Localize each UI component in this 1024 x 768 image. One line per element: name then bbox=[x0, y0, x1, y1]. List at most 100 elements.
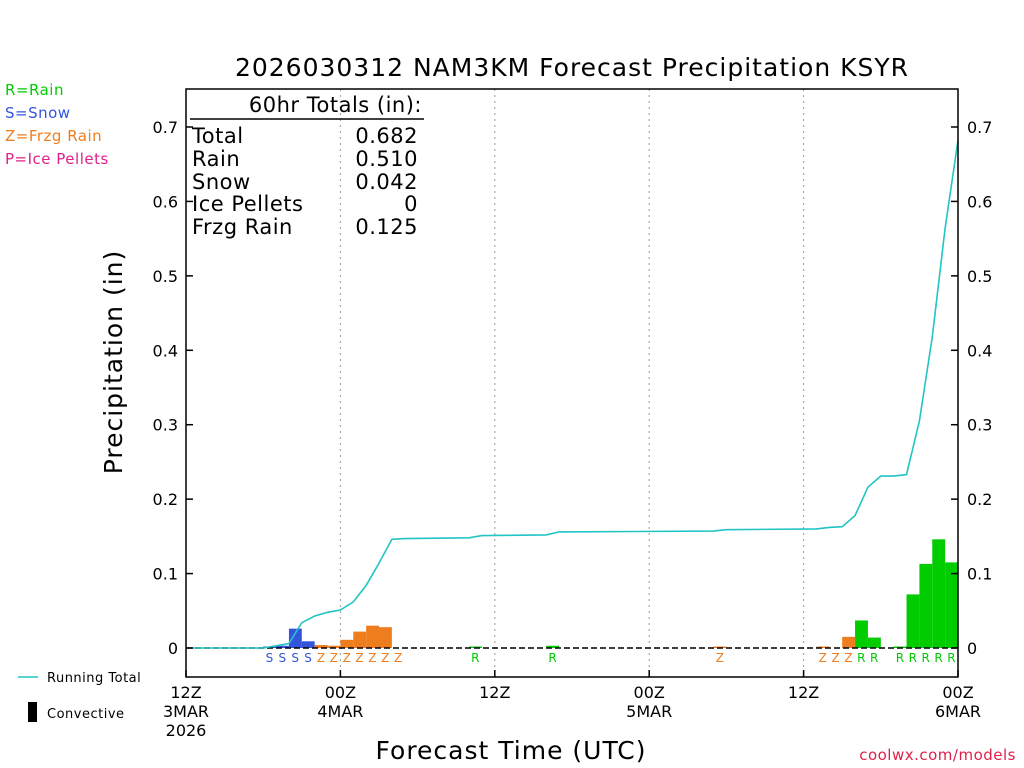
precip-type-label: R bbox=[934, 651, 943, 665]
precip-type-label: Z bbox=[819, 651, 828, 665]
legend-rain: R=Rain bbox=[5, 81, 64, 99]
precip-type-label: Z bbox=[330, 651, 339, 665]
precip-type-label: Z bbox=[394, 651, 403, 665]
x-tick-label: 5MAR bbox=[626, 702, 672, 721]
precip-type-label: S bbox=[304, 651, 312, 665]
precip-type-label: Z bbox=[381, 651, 390, 665]
x-tick-label: 6MAR bbox=[935, 702, 981, 721]
precip-bar bbox=[919, 563, 933, 648]
y-tick-label-left: 0.7 bbox=[153, 118, 178, 137]
convective-legend-label: Convective bbox=[47, 707, 125, 722]
y-tick-label-right: 0.7 bbox=[967, 118, 992, 137]
precip-bar bbox=[301, 641, 315, 648]
x-tick-label: 12Z bbox=[479, 683, 510, 702]
convective-legend-swatch bbox=[28, 702, 37, 722]
precip-type-label: R bbox=[909, 651, 918, 665]
y-tick-label-right: 0.1 bbox=[967, 565, 992, 584]
precip-type-label: S bbox=[291, 651, 299, 665]
grid-lines bbox=[339, 89, 805, 677]
y-axis-label: Precipitation (in) bbox=[99, 250, 128, 475]
totals-snow-value: 0.042 bbox=[355, 170, 418, 194]
precip-type-label: Z bbox=[343, 651, 352, 665]
precip-type-label: R bbox=[548, 651, 557, 665]
precip-type-label: R bbox=[870, 651, 879, 665]
y-tick-label-right: 0 bbox=[967, 639, 977, 658]
totals-rain-value: 0.510 bbox=[355, 147, 418, 171]
y-tick-label-right: 0.2 bbox=[967, 490, 992, 509]
y-tick-label-right: 0.5 bbox=[967, 267, 992, 286]
y-tick-label-left: 0 bbox=[168, 639, 178, 658]
x-tick-label: 12Z bbox=[788, 683, 819, 702]
x-tick-label: 3MAR bbox=[163, 702, 209, 721]
totals-box: 60hr Totals (in): Total 0.682 Rain 0.510… bbox=[190, 93, 424, 239]
totals-frzg-rain-value: 0.125 bbox=[355, 215, 418, 239]
series-legend: Running Total Convective bbox=[18, 671, 141, 722]
precip-bar bbox=[276, 645, 289, 648]
precip-type-label: S bbox=[266, 651, 274, 665]
legend-freezing-rain: Z=Frzg Rain bbox=[5, 127, 103, 145]
source-credit: coolwx.com/models bbox=[859, 746, 1016, 764]
running-total-legend-label: Running Total bbox=[47, 671, 141, 686]
precip-type-label: R bbox=[896, 651, 905, 665]
chart-title: 2026030312 NAM3KM Forecast Precipitation… bbox=[235, 53, 909, 82]
totals-heading: 60hr Totals (in): bbox=[249, 93, 422, 117]
y-tick-label-left: 0.1 bbox=[153, 565, 178, 584]
precip-type-label: Z bbox=[832, 651, 841, 665]
x-axis-label: Forecast Time (UTC) bbox=[376, 736, 647, 765]
precip-bar bbox=[340, 639, 354, 648]
y-tick-label-left: 0.4 bbox=[153, 341, 178, 360]
totals-rain-label: Rain bbox=[192, 147, 240, 171]
precip-type-label: Z bbox=[368, 651, 377, 665]
precip-bar bbox=[906, 594, 920, 648]
precip-bar bbox=[314, 645, 328, 648]
precip-type-label: S bbox=[279, 651, 287, 665]
y-tick-label-left: 0.3 bbox=[153, 416, 178, 435]
totals-frzg-rain-label: Frzg Rain bbox=[192, 215, 293, 239]
precip-type-label: Z bbox=[716, 651, 725, 665]
totals-total-label: Total bbox=[191, 124, 244, 148]
x-tick-label: 00Z bbox=[634, 683, 665, 702]
y-tick-label-right: 0.4 bbox=[967, 341, 992, 360]
precip-bar bbox=[932, 539, 946, 648]
precip-bar bbox=[945, 562, 958, 648]
y-tick-label-left: 0.2 bbox=[153, 490, 178, 509]
precip-bar bbox=[842, 636, 856, 648]
y-tick-label-right: 0.6 bbox=[967, 192, 992, 211]
precip-bar bbox=[855, 620, 868, 648]
precip-bar bbox=[288, 628, 302, 648]
legend-ice-pellets: P=Ice Pellets bbox=[5, 150, 109, 168]
y-tick-label-right: 0.3 bbox=[967, 416, 992, 435]
totals-snow-label: Snow bbox=[192, 170, 251, 194]
plot-frame bbox=[185, 88, 959, 678]
y-tick-label-left: 0.5 bbox=[153, 267, 178, 286]
x-tick-label: 2026 bbox=[166, 721, 207, 740]
precip-bar bbox=[546, 645, 560, 648]
precip-bar bbox=[867, 637, 881, 648]
precip-type-label: R bbox=[471, 651, 480, 665]
precip-bar bbox=[816, 646, 830, 648]
x-tick-label: 00Z bbox=[942, 683, 973, 702]
precip-type-label: Z bbox=[317, 651, 326, 665]
totals-ice-pellets-value: 0 bbox=[404, 192, 418, 216]
totals-total-value: 0.682 bbox=[355, 124, 418, 148]
bars bbox=[263, 539, 958, 648]
precip-bar bbox=[353, 631, 367, 648]
running-total-layer bbox=[186, 140, 959, 649]
precip-type-label: R bbox=[857, 651, 866, 665]
precip-bar bbox=[327, 645, 341, 648]
legend-snow: S=Snow bbox=[5, 104, 71, 122]
precip-type-label: Z bbox=[844, 651, 853, 665]
totals-ice-pellets-label: Ice Pellets bbox=[192, 192, 303, 216]
x-tick-label: 00Z bbox=[325, 683, 356, 702]
precip-bar bbox=[366, 625, 379, 648]
precip-type-label: R bbox=[947, 651, 956, 665]
y-axis-ticks: 0 0 0.1 0.1 0.2 0.2 0.3 0.3 0.4 0.4 0.5 0.5 0.6 0.6 0.… bbox=[153, 118, 993, 658]
precip-bar bbox=[379, 627, 392, 648]
precip-type-label: R bbox=[922, 651, 931, 665]
y-tick-label-left: 0.6 bbox=[153, 192, 178, 211]
x-tick-label: 12Z bbox=[170, 683, 201, 702]
precip-type-label: Z bbox=[355, 651, 364, 665]
